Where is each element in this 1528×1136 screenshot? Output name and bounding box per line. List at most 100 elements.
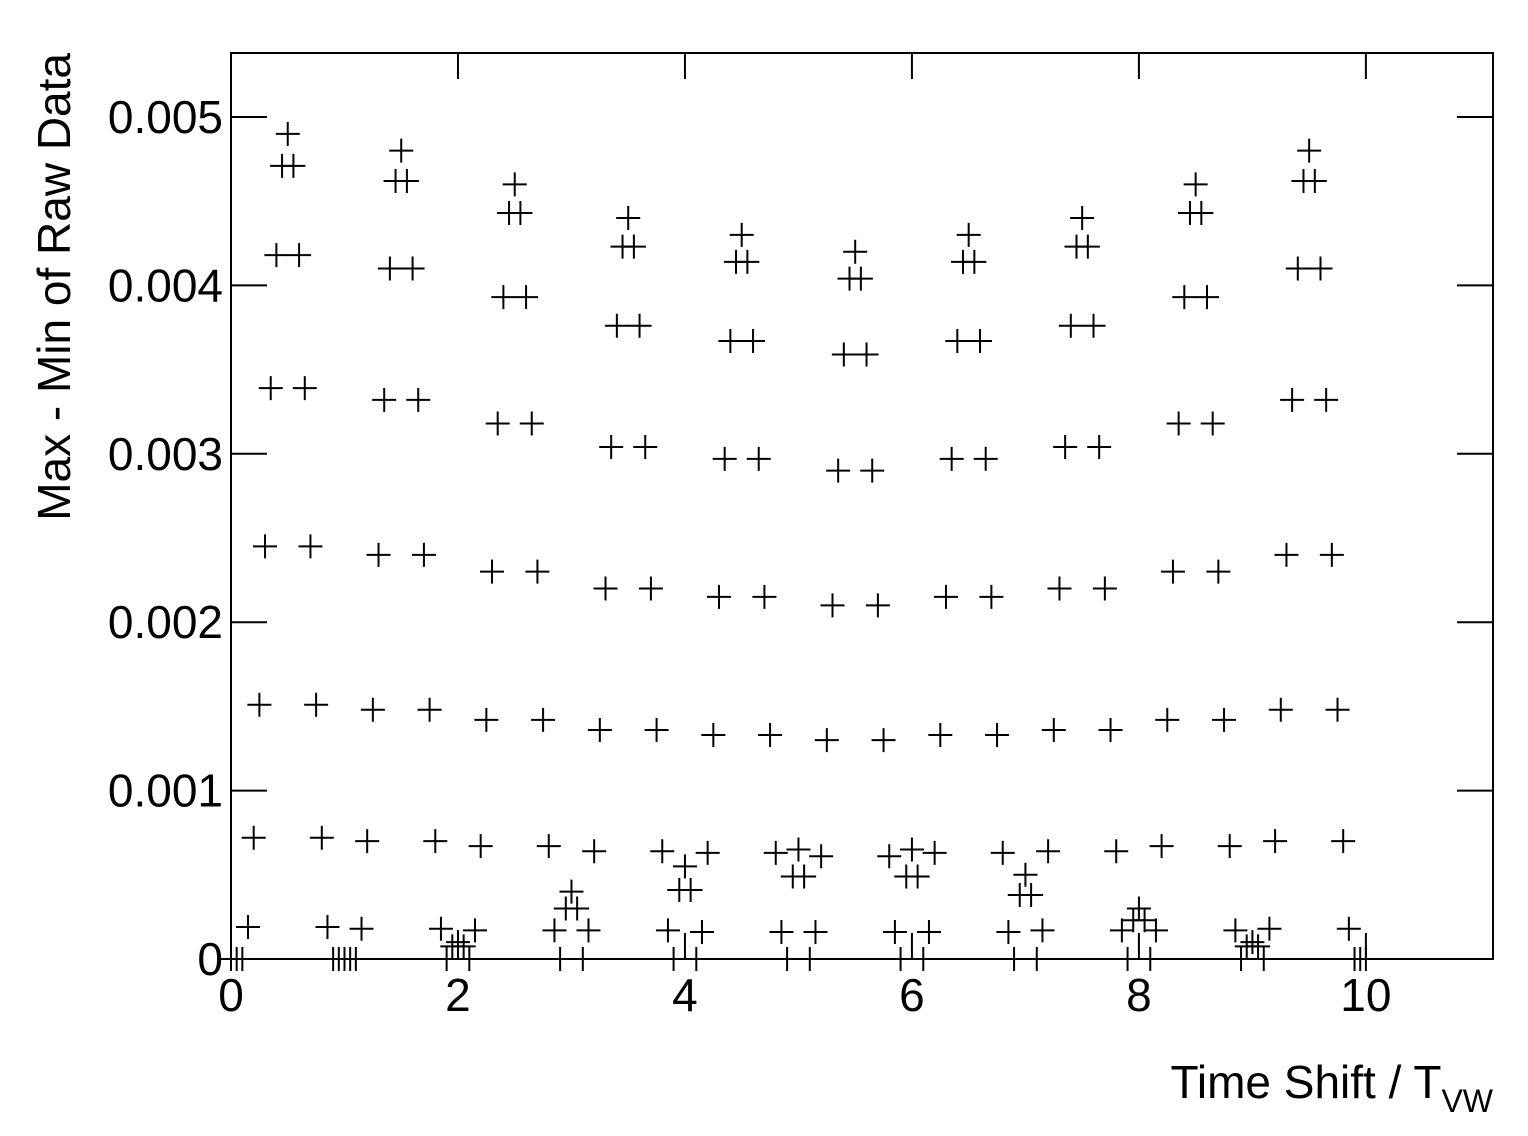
- marker: [1030, 918, 1055, 943]
- marker: [848, 266, 873, 291]
- marker: [1047, 576, 1072, 601]
- marker: [1308, 256, 1333, 281]
- marker: [519, 411, 544, 436]
- marker: [1166, 411, 1191, 436]
- marker: [809, 844, 834, 869]
- marker: [1041, 717, 1066, 742]
- marker: [1115, 947, 1140, 971]
- marker: [968, 328, 993, 353]
- marker: [1353, 947, 1378, 971]
- marker: [406, 387, 431, 412]
- marker: [502, 172, 527, 197]
- marker: [309, 825, 334, 850]
- marker: [1263, 829, 1288, 854]
- marker: [593, 576, 618, 601]
- marker: [258, 376, 283, 401]
- marker: [911, 947, 936, 971]
- marker: [638, 576, 663, 601]
- x-axis-title-subscript: VW: [1441, 1083, 1493, 1119]
- marker: [514, 285, 539, 310]
- marker: [287, 243, 312, 268]
- marker: [985, 723, 1010, 748]
- y-tick-label: 0.005: [108, 91, 223, 143]
- marker: [1223, 918, 1248, 943]
- x-tick-label: 2: [445, 969, 471, 1021]
- marker: [661, 947, 686, 971]
- marker: [468, 834, 493, 859]
- marker: [474, 707, 499, 732]
- y-tick-label: 0: [197, 933, 223, 985]
- marker: [275, 121, 300, 146]
- marker: [355, 829, 380, 854]
- marker: [786, 837, 811, 862]
- marker: [684, 947, 709, 971]
- marker: [1092, 576, 1117, 601]
- marker: [1081, 313, 1106, 338]
- marker: [1132, 908, 1157, 933]
- marker: [542, 918, 567, 943]
- marker: [752, 584, 777, 609]
- y-axis-title: Max - Min of Raw Data: [28, 53, 80, 521]
- marker: [877, 844, 902, 869]
- marker: [746, 446, 771, 471]
- marker: [1336, 916, 1361, 941]
- marker: [1155, 707, 1180, 732]
- marker: [973, 446, 998, 471]
- marker: [1098, 717, 1123, 742]
- marker: [1189, 200, 1214, 225]
- marker: [1206, 559, 1231, 584]
- marker: [1109, 918, 1134, 943]
- marker: [366, 542, 391, 567]
- marker: [241, 825, 266, 850]
- marker: [1143, 918, 1168, 943]
- marker: [411, 542, 436, 567]
- marker: [1075, 234, 1100, 259]
- marker: [933, 584, 958, 609]
- marker: [576, 918, 601, 943]
- marker: [1024, 947, 1049, 971]
- marker: [480, 559, 505, 584]
- marker: [247, 692, 272, 717]
- marker: [633, 435, 658, 460]
- marker: [1331, 829, 1356, 854]
- marker: [899, 837, 924, 862]
- marker: [826, 458, 851, 483]
- y-tick-label: 0.001: [108, 765, 223, 817]
- x-tick-label: 8: [1126, 969, 1152, 1021]
- marker: [548, 947, 573, 971]
- marker: [1195, 285, 1220, 310]
- marker: [701, 723, 726, 748]
- marker: [996, 920, 1021, 945]
- marker: [1325, 697, 1350, 722]
- marker: [775, 947, 800, 971]
- marker: [485, 411, 510, 436]
- marker: [508, 200, 533, 225]
- marker: [417, 697, 442, 722]
- marker: [1285, 256, 1310, 281]
- marker: [570, 947, 595, 971]
- marker: [1257, 916, 1282, 941]
- marker: [264, 243, 289, 268]
- marker: [1229, 947, 1254, 971]
- marker: [400, 256, 425, 281]
- marker: [916, 920, 941, 945]
- marker: [865, 593, 890, 618]
- x-axis-title: Time Shift / TVW: [1171, 1056, 1494, 1119]
- marker: [1268, 697, 1293, 722]
- marker: [298, 534, 323, 559]
- marker: [814, 728, 839, 753]
- marker: [831, 342, 856, 367]
- marker: [650, 839, 675, 864]
- marker: [457, 947, 482, 971]
- marker: [1013, 862, 1038, 887]
- marker: [1138, 947, 1163, 971]
- marker: [621, 234, 646, 259]
- marker: [820, 593, 845, 618]
- marker: [423, 829, 448, 854]
- marker: [707, 584, 732, 609]
- marker: [428, 916, 453, 941]
- marker: [1217, 834, 1242, 859]
- marker: [758, 723, 783, 748]
- marker: [372, 387, 397, 412]
